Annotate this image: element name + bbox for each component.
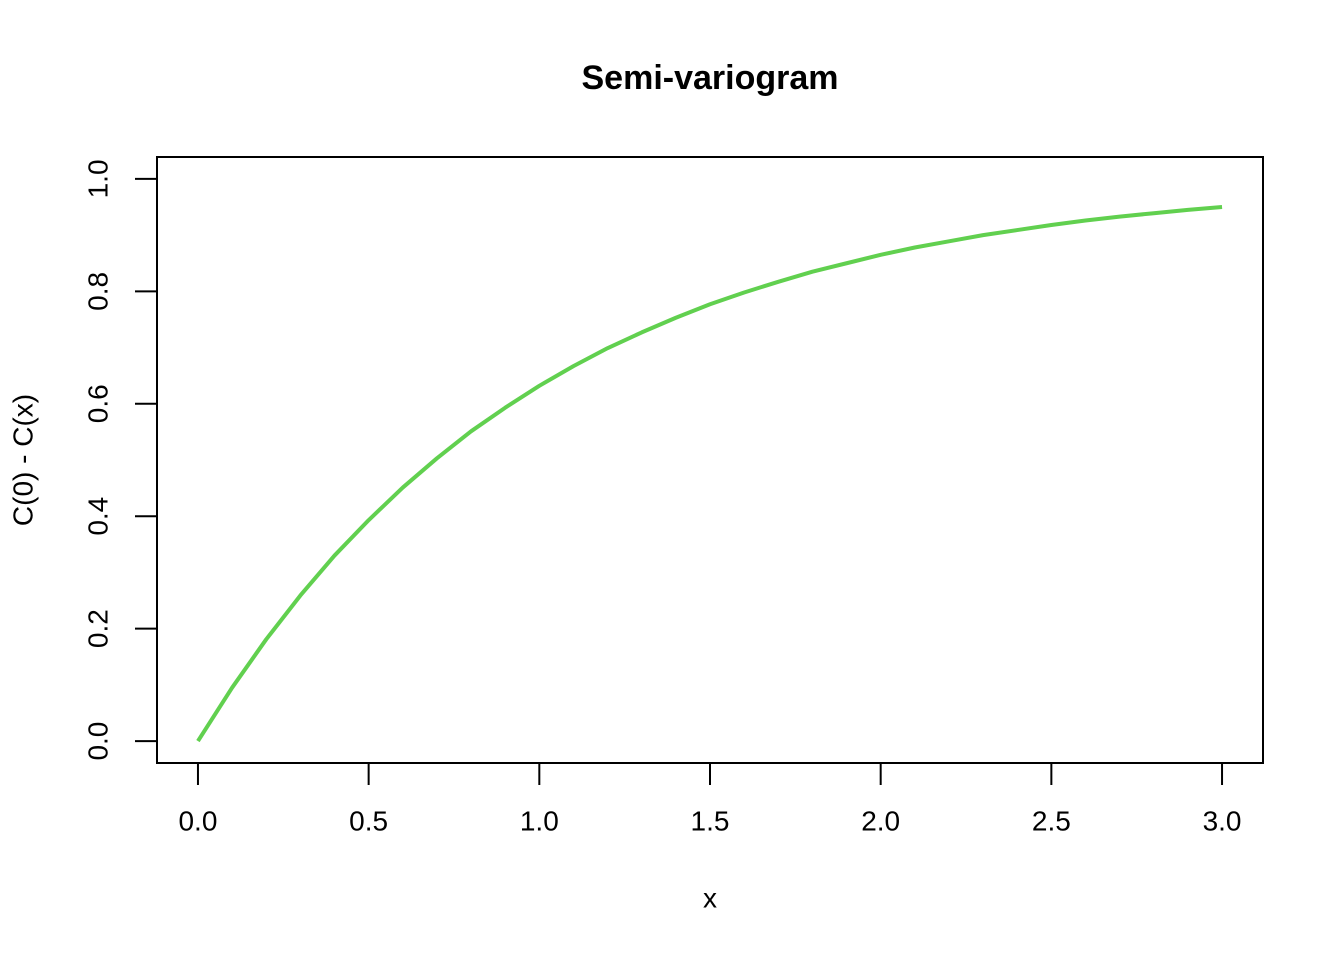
y-tick-label: 0.6 — [82, 384, 113, 423]
y-tick-label: 0.0 — [82, 722, 113, 761]
x-tick-label: 1.0 — [520, 805, 559, 836]
x-axis-label: x — [703, 882, 717, 913]
y-tick-label: 0.8 — [82, 272, 113, 311]
x-tick-label: 2.0 — [861, 805, 900, 836]
y-tick-label: 1.0 — [82, 159, 113, 198]
y-tick-label: 0.2 — [82, 609, 113, 648]
y-tick-label: 0.4 — [82, 497, 113, 536]
x-tick-label: 3.0 — [1203, 805, 1242, 836]
x-tick-label: 2.5 — [1032, 805, 1071, 836]
y-axis-label: C(0) - C(x) — [7, 394, 38, 526]
x-tick-label: 0.5 — [349, 805, 388, 836]
x-tick-label: 1.5 — [691, 805, 730, 836]
data-line — [196, 205, 1223, 743]
chart-title: Semi-variogram — [582, 59, 839, 97]
x-tick-label: 0.0 — [178, 805, 217, 836]
